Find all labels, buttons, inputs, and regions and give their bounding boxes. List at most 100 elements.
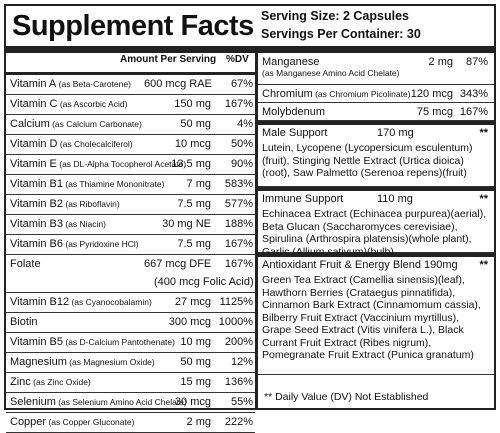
nutrient-label: Manganese: [262, 56, 320, 68]
nutrient-row: Vitamin B5 (as D-Calcium Pantothenate) 10…: [6, 333, 255, 353]
nutrient-label: Calcium: [10, 118, 50, 130]
nutrient-label: Vitamin B12: [10, 296, 70, 308]
nutrient-name: Vitamin B12 (as Cyanocobalamin): [10, 296, 152, 308]
nutrient-row: Vitamin B6 (as Pyridoxine HCl) 7.5 mg 167%: [6, 235, 255, 255]
nutrient-amount: 2 mg: [186, 416, 211, 428]
blend-name: Antioxidant Fruit & Energy Blend 190mg: [262, 259, 458, 271]
nutrient-dv: 67%: [230, 78, 253, 90]
nutrient-source: (as Cyanocobalamin): [69, 297, 152, 307]
nutrient-row: Biotin 300 mcg 1000%: [6, 313, 255, 333]
nutrient-dv: 90%: [230, 158, 253, 170]
section-rule: [258, 121, 494, 125]
footnote: ** Daily Value (DV) Not Established: [264, 391, 429, 403]
nutrient-label: Magnesium: [10, 356, 67, 368]
nutrient-name: Vitamin E (as DL-Alpha Tocopherol Acetat…: [10, 158, 186, 170]
nutrient-name: Vitamin A (as Beta-Carotene): [10, 78, 131, 90]
header-rule: [6, 72, 255, 75]
nutrient-amount: 75 mcg: [416, 106, 453, 118]
nutrient-source: (as Magnesium Oxide): [66, 357, 155, 367]
blend-ingredients: Lutein, Lycopene (Lycopersicum esculentu…: [262, 142, 473, 179]
nutrient-name: Selenium (as Selenium Amino Acid Chelate…: [10, 396, 187, 408]
blend-amount: 190mg: [420, 259, 458, 271]
nutrient-amount: 10 mcg: [174, 138, 211, 150]
nutrient-row: Manganese (as Manganese Amino Acid Chelat…: [258, 53, 494, 85]
blend-section: Antioxidant Fruit & Energy Blend 190mg **…: [258, 257, 494, 375]
nutrient-dv: 87%: [465, 56, 488, 68]
nutrient-amount: 30 mcg: [174, 396, 211, 408]
dv-header: %DV: [226, 54, 249, 65]
nutrient-row: Vitamin B2 (as Riboflavin) 7.5 mg 577%: [6, 195, 255, 215]
section-rule: [258, 253, 494, 257]
nutrient-dv: 167%: [224, 238, 253, 250]
nutrient-label: Vitamin B5: [10, 336, 63, 348]
section-rule: [258, 187, 494, 191]
nutrient-name: Vitamin B6 (as Pyridoxine HCl): [10, 238, 139, 250]
nutrient-name: Vitamin B2 (as Riboflavin): [10, 198, 120, 210]
nutrient-row: Vitamin B1 (as Thiamine Mononitrate) 7 mg…: [6, 175, 255, 195]
column-divider: [255, 46, 258, 408]
nutrient-label: Vitamin B6: [10, 238, 63, 250]
nutrient-name: Magnesium (as Magnesium Oxide): [10, 356, 155, 368]
nutrient-source: (as Copper Gluconate): [46, 417, 135, 427]
nutrient-row: Zinc (as Zinc Oxide) 15 mg 136%: [6, 373, 255, 393]
blend-star: **: [479, 193, 488, 205]
nutrient-source: (as Beta-Carotene): [56, 79, 131, 89]
nutrient-row: Calcium (as Calcium Carbonate) 50 mg 4%: [6, 115, 255, 135]
nutrient-dv: 167%: [459, 106, 488, 118]
nutrient-amount: 15 mg: [180, 376, 211, 388]
nutrient-source: (as Thiamine Mononitrate): [63, 179, 165, 189]
header-bar: [6, 46, 494, 53]
nutrient-name: Zinc (as Zinc Oxide): [10, 376, 91, 388]
nutrient-dv: 188%: [224, 218, 253, 230]
nutrient-row: Molybdenum 75 mcg 167%: [258, 103, 494, 121]
nutrient-source: (as D-Calcium Pantothenate): [63, 337, 175, 347]
nutrient-name: Vitamin B3 (as Niacin): [10, 218, 106, 230]
blend-star: **: [479, 259, 488, 271]
blend-amount: 170 mg: [377, 127, 414, 139]
nutrient-row: Chromium (as Chromium Picolinate) 120 mcg…: [258, 85, 494, 103]
nutrient-dv: 577%: [224, 198, 253, 210]
nutrient-dv: 167%: [224, 98, 253, 110]
nutrient-amount: 30 mg NE: [162, 218, 211, 230]
nutrient-amount: 13.5 mg: [171, 158, 211, 170]
nutrient-amount: 150 mg: [174, 98, 211, 110]
nutrient-label: Chromium: [262, 88, 313, 100]
nutrient-row: Vitamin E (as DL-Alpha Tocopherol Acetat…: [6, 155, 255, 175]
nutrient-amount: 27 mcg: [174, 296, 211, 308]
nutrient-amount: 7 mg: [186, 178, 211, 190]
nutrient-label: Vitamin B2: [10, 198, 63, 210]
nutrient-name: Calcium (as Calcium Carbonate): [10, 118, 142, 130]
nutrient-dv: 136%: [224, 376, 253, 388]
nutrient-source: (as Chromium Picolinate): [312, 89, 411, 99]
nutrient-dv: 4%: [237, 118, 253, 130]
nutrient-row: Vitamin B12 (as Cyanocobalamin) 27 mcg 112…: [6, 293, 255, 313]
nutrient-dv: 1125%: [219, 296, 253, 308]
panel-title: Supplement Facts: [12, 10, 254, 42]
nutrient-name: Manganese (as Manganese Amino Acid Chelat…: [262, 56, 400, 78]
nutrient-name: Biotin: [10, 316, 38, 328]
blend-name: Male Support 170 mg: [262, 127, 414, 139]
nutrient-row: Folate 667 mcg DFE 167% (400 mcg Folic Acid…: [6, 255, 255, 293]
nutrient-dv: 1000%: [218, 316, 253, 328]
nutrient-label: Zinc: [10, 376, 31, 388]
nutrient-row: Vitamin C (as Ascorbic Acid) 150 mg 167%: [6, 95, 255, 115]
nutrient-name: Chromium (as Chromium Picolinate): [262, 88, 411, 100]
nutrient-dv: 222%: [224, 416, 253, 428]
nutrient-source: (as DL-Alpha Tocopherol Acetate): [56, 159, 187, 169]
nutrient-amount: 120 mcg: [410, 88, 453, 100]
nutrient-label: Vitamin E: [10, 158, 57, 170]
nutrient-amount: 50 mg: [180, 118, 211, 130]
nutrient-label: Vitamin B1: [10, 178, 63, 190]
nutrient-source: (as Pyridoxine HCl): [63, 239, 139, 249]
servings-per-container: Servings Per Container: 30: [261, 27, 421, 41]
nutrient-label: Molybdenum: [262, 106, 325, 118]
serving-size: Serving Size: 2 Capsules: [261, 9, 409, 23]
nutrient-amount: 10 mg: [180, 336, 211, 348]
nutrient-source: (as Manganese Amino Acid Chelate): [262, 68, 400, 78]
nutrient-amount: 667 mcg DFE: [144, 258, 212, 270]
nutrient-label: Vitamin D: [10, 138, 58, 150]
nutrient-amount: 2 mg: [428, 56, 453, 68]
blend-star: **: [479, 127, 488, 139]
nutrient-row: Selenium (as Selenium Amino Acid Chelate…: [6, 393, 255, 413]
nutrient-dv: 55%: [230, 396, 253, 408]
